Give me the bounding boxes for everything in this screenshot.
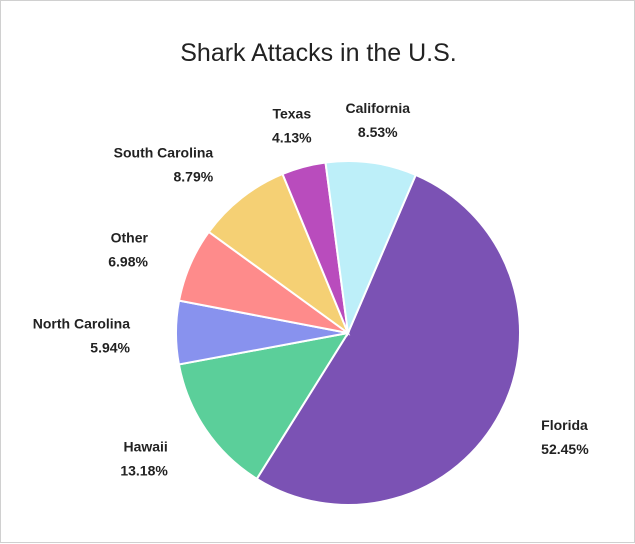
- pie-slice-hawaii: [177, 331, 351, 481]
- slice-label-texas: Texas: [272, 105, 311, 121]
- slice-label-other: Other: [111, 229, 149, 245]
- slice-value-texas: 4.13%: [272, 129, 312, 145]
- slice-label-south-carolina: South Carolina: [114, 145, 214, 161]
- pie-slice-south-carolina: [207, 172, 351, 336]
- chart-title: Shark Attacks in the U.S.: [180, 39, 457, 67]
- slice-value-california: 8.53%: [358, 124, 398, 140]
- slice-label-florida: Florida: [541, 417, 588, 433]
- slice-value-hawaii: 13.18%: [120, 463, 168, 479]
- slice-value-south-carolina: 8.79%: [173, 169, 213, 185]
- slice-label-california: California: [345, 100, 410, 116]
- slice-label-north-carolina: North Carolina: [33, 315, 130, 331]
- pie-slice-florida: [255, 173, 521, 506]
- slice-label-hawaii: Hawaii: [123, 439, 167, 455]
- slice-value-other: 6.98%: [108, 253, 148, 269]
- pie-slice-california: [324, 160, 418, 337]
- slice-value-florida: 52.45%: [541, 441, 589, 457]
- slice-value-north-carolina: 5.94%: [90, 339, 130, 355]
